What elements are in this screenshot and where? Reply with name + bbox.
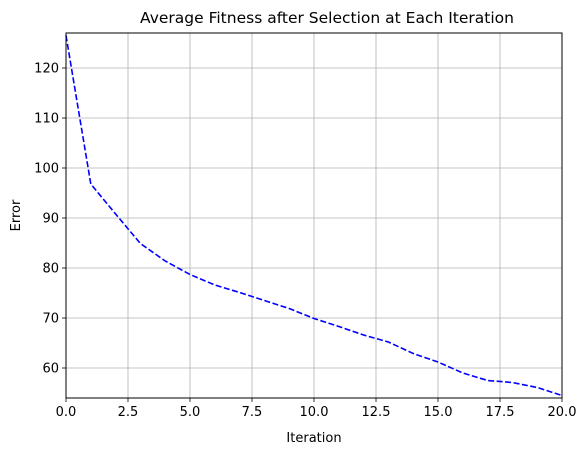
x-tick-label: 17.5	[486, 405, 515, 420]
x-tick-label: 2.5	[118, 405, 139, 420]
chart-title: Average Fitness after Selection at Each …	[140, 9, 514, 27]
series-group	[65, 35, 563, 397]
y-tick-label: 70	[42, 312, 59, 327]
x-tick-label: 7.5	[242, 405, 263, 420]
series-line	[65, 35, 563, 397]
x-tick-label: 0.0	[56, 405, 77, 420]
x-axis-label: Iteration	[286, 431, 341, 446]
x-tick-label: 12.5	[362, 405, 391, 420]
y-tick-label: 100	[34, 162, 59, 177]
x-tick-label: 15.0	[424, 405, 453, 420]
y-axis-label: Error	[9, 199, 24, 231]
y-tick-label: 90	[42, 212, 59, 227]
grid-lines	[65, 33, 563, 398]
x-axis-ticks: 0.0 2.5 5.0 7.5 10.0 12.5 15.0 17.5 20.0	[56, 398, 577, 420]
y-axis-ticks: 60 70 80 90 100 110 120	[34, 62, 66, 377]
x-tick-label: 20.0	[548, 405, 577, 420]
y-tick-label: 80	[42, 262, 59, 277]
y-tick-label: 60	[42, 362, 59, 377]
y-tick-label: 110	[34, 112, 59, 127]
x-tick-label: 5.0	[180, 405, 201, 420]
x-tick-label: 10.0	[300, 405, 329, 420]
y-tick-label: 120	[34, 62, 59, 77]
